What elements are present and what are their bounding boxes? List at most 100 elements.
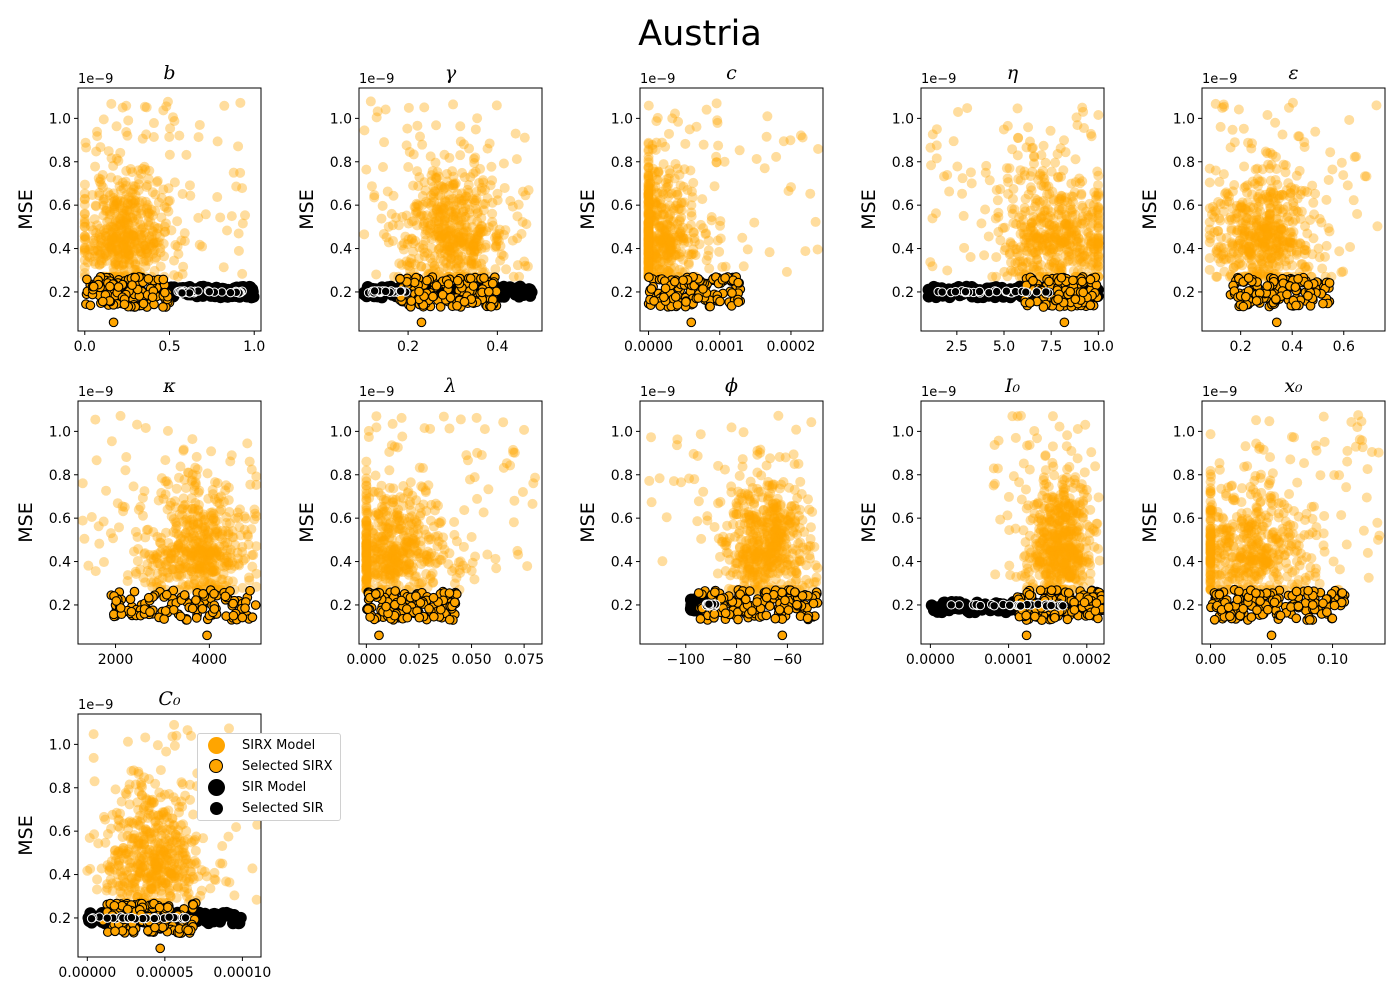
sirx-point [112, 175, 123, 186]
sirx-point [475, 163, 486, 174]
sirx-point [650, 249, 661, 260]
sirx-point [188, 570, 199, 581]
sirx-point [1286, 238, 1297, 249]
sirx-point [88, 256, 99, 267]
sirx-point [1011, 219, 1022, 230]
sirx-point [119, 208, 130, 219]
sirx-point [445, 230, 456, 241]
sirx-point [643, 185, 654, 196]
sirx-point [1086, 239, 1097, 250]
sirx-point [661, 182, 672, 193]
sirx-point [1093, 221, 1104, 232]
sirx-point [126, 225, 137, 236]
sirx-point [1215, 198, 1226, 209]
sirx-point [694, 239, 705, 250]
sirx-point [1039, 205, 1050, 216]
sirx-point [460, 191, 471, 202]
sirx-point [643, 237, 654, 248]
sirx-point [781, 266, 792, 277]
figure-title: Austria [638, 14, 762, 54]
sirx-point [1283, 242, 1294, 253]
sirx-point [148, 226, 159, 237]
sirx-point [1036, 227, 1047, 238]
sirx-point [1061, 228, 1072, 239]
sirx-point [1085, 222, 1096, 233]
sirx-point [202, 544, 213, 555]
sirx-point [643, 217, 654, 228]
sirx-point [96, 232, 107, 243]
sirx-point [171, 518, 182, 529]
sirx-point [1211, 245, 1222, 256]
sirx-point [472, 226, 483, 237]
sirx-point [92, 126, 103, 137]
sirx-point [643, 196, 654, 207]
selected-sirx-point [1291, 300, 1301, 311]
sirx-point [416, 508, 427, 519]
sirx-point [423, 532, 434, 543]
sirx-point [115, 196, 126, 207]
sirx-point [361, 540, 372, 551]
sirx-point [1247, 228, 1258, 239]
sirx-point [185, 552, 196, 563]
sirx-point [164, 572, 175, 583]
y-tick-label: 0.8 [49, 155, 71, 171]
sirx-point [78, 515, 88, 526]
sirx-point [649, 252, 660, 263]
sirx-point [212, 192, 223, 203]
sirx-point [1242, 180, 1253, 191]
sirx-point [1049, 229, 1060, 240]
sirx-point [210, 524, 221, 535]
sirx-point [1071, 112, 1082, 123]
sirx-point [1071, 225, 1082, 236]
sirx-point [1064, 254, 1075, 265]
sirx-point [380, 531, 391, 542]
sirx-point [643, 217, 654, 228]
sirx-point [448, 99, 459, 110]
sirx-point [223, 557, 234, 568]
sirx-point [165, 500, 176, 511]
sirx-point [1258, 251, 1269, 262]
sirx-point [138, 230, 149, 241]
sirx-point [670, 200, 681, 211]
sirx-point [419, 177, 430, 188]
sirx-point [367, 527, 378, 538]
y-tick-label: 1.0 [330, 111, 352, 127]
sirx-point [1271, 213, 1282, 224]
sirx-point [439, 183, 450, 194]
sirx-point [100, 205, 111, 216]
sirx-point [643, 230, 654, 241]
sirx-point [402, 488, 413, 499]
sirx-point [1284, 216, 1295, 227]
sirx-point [1258, 236, 1269, 247]
sirx-point [361, 516, 372, 527]
sirx-point [439, 211, 450, 222]
sirx-point [398, 481, 409, 492]
sirx-point [448, 239, 459, 250]
sirx-point [432, 541, 443, 552]
sirx-point [643, 208, 654, 219]
sirx-point [1215, 121, 1226, 132]
sirx-point [703, 245, 714, 256]
sirx-point [1257, 258, 1268, 269]
sirx-point [666, 253, 677, 264]
sirx-point [1276, 252, 1287, 263]
sirx-point [186, 532, 197, 543]
sirx-point [96, 255, 107, 266]
sirx-point [671, 249, 682, 260]
sirx-point [668, 230, 679, 241]
sirx-point [1213, 242, 1224, 253]
sirx-point [195, 530, 206, 541]
sirx-point [180, 581, 191, 592]
sirx-point [1091, 258, 1102, 269]
sirx-point [1002, 120, 1013, 131]
sirx-point [198, 559, 209, 570]
sirx-point [1044, 241, 1055, 252]
sirx-point [361, 576, 372, 587]
sirx-point [1211, 246, 1222, 257]
sirx-point [643, 225, 654, 236]
sirx-point [508, 271, 519, 282]
sirx-point [411, 198, 422, 209]
sirx-point [1324, 226, 1335, 237]
sirx-point [80, 233, 91, 244]
sirx-point [461, 222, 472, 233]
